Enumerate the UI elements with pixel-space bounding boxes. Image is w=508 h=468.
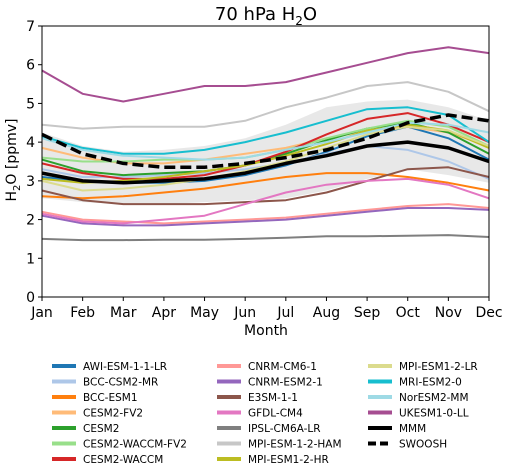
legend-label-cesm2-fv2: CESM2-FV2 — [83, 408, 143, 420]
y-tick-label: 0 — [26, 290, 35, 306]
x-tick-label: Dec — [475, 305, 502, 321]
legend-label-mmm: MMM — [399, 423, 426, 435]
x-tick-label: Apr — [152, 305, 176, 321]
series-line-mri-esm2-0 — [41, 106, 490, 155]
legend-label-mpi-esm-1-2-ham: MPI-ESM-1-2-HAM — [248, 439, 342, 451]
legend-label-ukesm1-0-ll: UKESM1-0-LL — [399, 408, 469, 420]
y-tick-label: 4 — [26, 135, 35, 151]
legend-label-cesm2: CESM2 — [83, 423, 119, 435]
series-line-swoosh — [41, 113, 490, 170]
x-tick-label: May — [190, 305, 219, 321]
series-line-e3sm-1-1 — [41, 166, 490, 206]
series-line-cesm2-waccm — [41, 112, 490, 180]
y-axis-label-sub: 2 — [12, 185, 23, 191]
x-tick-label: Jun — [233, 305, 256, 321]
plot-frame — [41, 25, 490, 298]
x-tick-label: Feb — [70, 305, 95, 321]
legend-label-e3sm-1-1: E3SM-1-1 — [248, 392, 298, 404]
chart-title-sub: 2 — [295, 14, 303, 28]
legend-label-bcc-esm1: BCC-ESM1 — [83, 392, 138, 404]
x-tick-label: Oct — [396, 305, 421, 321]
series-line-noresm2-mm — [41, 121, 490, 161]
y-axis-label-main: H — [4, 191, 20, 202]
x-tick-label: Nov — [435, 305, 462, 321]
legend-label-mpi-esm1-2-hr: MPI-ESM1-2-HR — [248, 454, 329, 466]
x-tick-label: Sep — [354, 305, 381, 321]
series-line-gfdl-cm4 — [41, 177, 490, 225]
legend-label-mri-esm2-0: MRI-ESM2-0 — [399, 377, 462, 389]
y-tick-label: 7 — [26, 19, 35, 35]
legend-label-gfdl-cm4: GFDL-CM4 — [248, 408, 303, 420]
plot-area: 0 1 2 3 4 5 6 7 Jan Feb Mar Apr May Jun Jul Aug Sep Oct No… — [26, 19, 502, 321]
x-tick-label: Mar — [110, 305, 137, 321]
legend-label-cesm2-waccm: CESM2-WACCM — [83, 454, 163, 466]
x-tick-label: Jan — [30, 305, 53, 321]
legend-label-awi-esm-1-1-lr: AWI-ESM-1-1-LR — [83, 361, 167, 373]
chart-title: 70 hPa H2O — [215, 4, 317, 28]
legend-label-cnrm-esm2-1: CNRM-ESM2-1 — [248, 377, 323, 389]
series-line-cnrm-cm6-1 — [41, 203, 490, 225]
series-line-bcc-esm1 — [41, 172, 490, 200]
series-line-mpi-esm-1-2-ham — [41, 81, 490, 130]
x-axis-label: Month — [244, 323, 288, 339]
legend-label-ipsl-cm6a-lr: IPSL-CM6A-LR — [248, 423, 321, 435]
x-tick-label: Aug — [313, 305, 340, 321]
y-tick-label: 5 — [26, 96, 35, 112]
legend-label-mpi-esm1-2-lr: MPI-ESM1-2-LR — [399, 361, 478, 373]
legend-label-noresm2-mm: NorESM2-MM — [399, 392, 469, 404]
legend-label-bcc-csm2-mr: BCC-CSM2-MR — [83, 377, 158, 389]
series-line-mpi-esm1-2-lr — [41, 125, 490, 192]
y-axis-label-tail: O [ppmv] — [4, 119, 20, 185]
legend-label-cnrm-cm6-1: CNRM-CM6-1 — [248, 361, 317, 373]
legend: AWI-ESM-1-1-LR BCC-CSM2-MR BCC-ESM1 CESM2-F… — [52, 361, 478, 466]
series-line-mmm — [41, 140, 490, 185]
series-line-ukesm1-0-ll — [41, 46, 490, 103]
legend-label-cesm2-waccm-fv2: CESM2-WACCM-FV2 — [83, 439, 187, 451]
series-line-cnrm-esm2-1 — [41, 207, 490, 227]
y-tick-label: 3 — [26, 174, 35, 190]
x-tick-label: Jul — [276, 305, 294, 321]
y-axis-label: H2O [ppmv] — [4, 119, 23, 202]
chart-title-tail: O — [303, 4, 317, 25]
chart-title-main: 70 hPa H — [215, 4, 295, 25]
y-tick-label: 6 — [26, 58, 35, 74]
legend-label-swoosh: SWOOSH — [399, 439, 447, 451]
series-line-ipsl-cm6a-lr — [41, 234, 490, 242]
y-tick-label: 1 — [26, 251, 35, 267]
y-tick-label: 2 — [26, 213, 35, 229]
